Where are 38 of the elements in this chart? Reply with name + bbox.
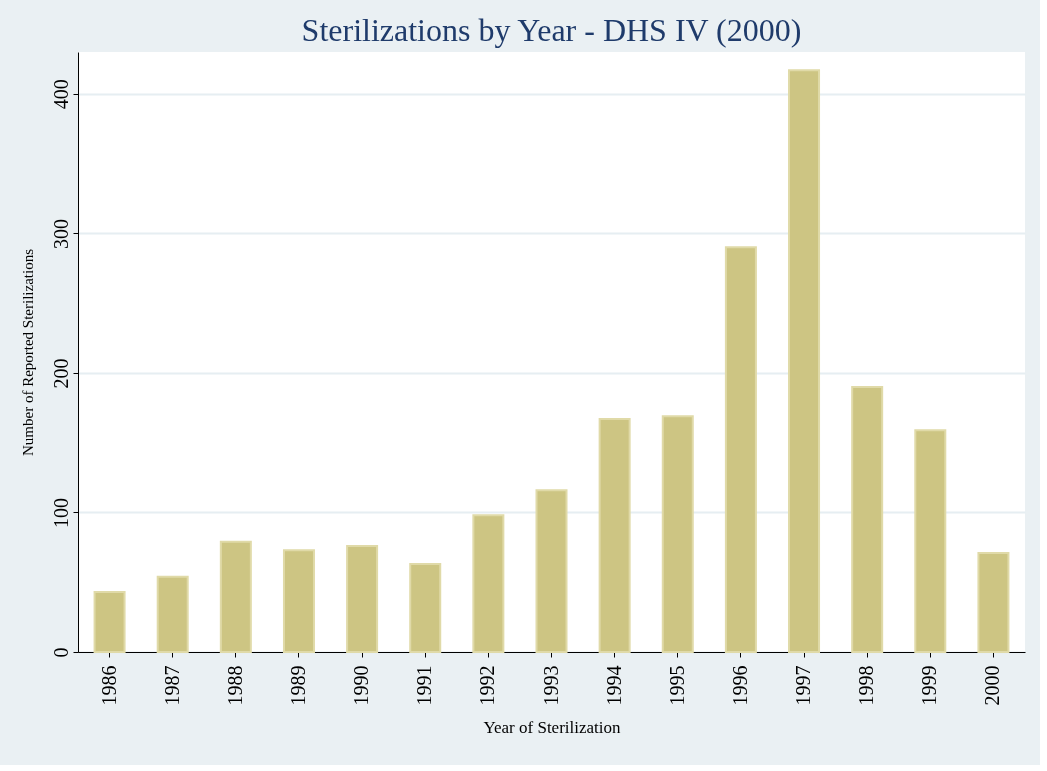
y-tick-label: 100	[49, 497, 72, 528]
bar	[977, 551, 1010, 653]
x-tick-label: 1994	[602, 665, 625, 706]
x-tick-label: 1991	[413, 665, 436, 706]
x-tick-label: 2000	[981, 665, 1004, 706]
x-tick-label: 1993	[539, 665, 562, 706]
bar	[346, 544, 379, 653]
x-tick-label: 1995	[665, 665, 688, 706]
x-tick-label: 1987	[160, 665, 183, 706]
bar	[914, 429, 947, 653]
x-tick-label: 1988	[223, 665, 246, 706]
bar	[93, 591, 126, 653]
x-tick-label: 1999	[918, 665, 941, 706]
chart-title: Sterilizations by Year - DHS IV (2000)	[301, 12, 802, 48]
bar	[788, 69, 821, 653]
y-axis-title: Number of Reported Sterilizations	[19, 248, 36, 457]
bar	[724, 246, 757, 653]
bar	[535, 489, 568, 653]
x-tick-label: 1986	[97, 665, 120, 706]
bar	[282, 549, 315, 653]
y-tick-label: 300	[49, 218, 72, 249]
bar	[409, 563, 442, 653]
y-tick-label: 200	[49, 358, 72, 389]
x-tick-label: 1989	[286, 665, 309, 706]
x-tick-label: 1990	[350, 665, 373, 706]
bar	[219, 540, 252, 653]
x-axis-title: Year of Sterilization	[483, 717, 622, 737]
x-tick-label: 1998	[855, 665, 878, 706]
x-tick-label: 1992	[476, 665, 499, 706]
y-tick-label: 400	[49, 79, 72, 110]
bar	[851, 385, 884, 653]
bar	[661, 415, 694, 653]
x-tick-label: 1996	[728, 665, 751, 706]
bar	[598, 417, 631, 653]
x-tick-label: 1997	[792, 665, 815, 706]
bar	[472, 514, 505, 653]
bar	[156, 575, 189, 653]
y-tick-label: 0	[49, 647, 72, 658]
